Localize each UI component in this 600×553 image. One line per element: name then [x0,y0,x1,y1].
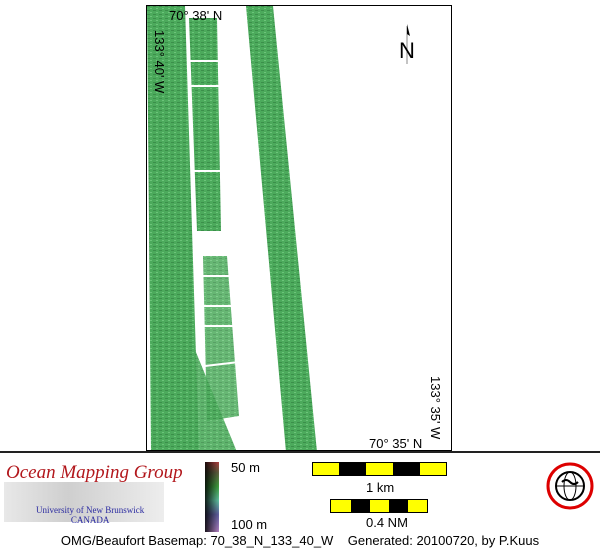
country-name: CANADA [70,515,110,525]
basemap-name: OMG/Beaufort Basemap: 70_38_N_133_40_W [60,533,334,548]
right-longitude-label: 133° 35' W [428,376,443,440]
generated-info: Generated: 20100720, by P.Kuus [347,533,540,548]
scale-bar-nm [330,499,428,513]
depth-top-label: 50 m [231,460,260,475]
depth-colorbar [205,462,219,532]
footer: OMG/Beaufort Basemap: 70_38_N_133_40_W G… [0,533,600,548]
scale-km-label: 1 km [366,480,395,495]
swath-middle-upper [189,18,221,231]
swath-middle-lower [203,256,239,421]
unb-geodesy-seal [546,462,594,510]
swath-gaps [189,60,240,367]
top-latitude-label: 70° 38' N [169,8,223,23]
bottom-latitude-label: 70° 35' N [369,436,423,451]
omg-logo-title: Ocean Mapping Group [6,462,183,483]
swath-right [246,6,317,450]
left-longitude-label: 133° 40' W [152,30,167,94]
divider [0,451,600,453]
omg-logo-image [4,482,164,522]
scale-nm-label: 0.4 NM [366,515,408,530]
scale-bar-km [312,462,447,476]
map-frame: 70° 38' N 133° 40' W 133° 35' W 70° 35' … [146,5,452,451]
north-arrow-head [407,24,410,36]
north-arrow-label: N [399,38,415,63]
bathymetry-swaths [147,6,410,450]
omg-logo-university: University of New Brunswick CANADA [36,505,144,525]
depth-bottom-label: 100 m [231,517,268,532]
university-name: University of New Brunswick [36,505,145,515]
